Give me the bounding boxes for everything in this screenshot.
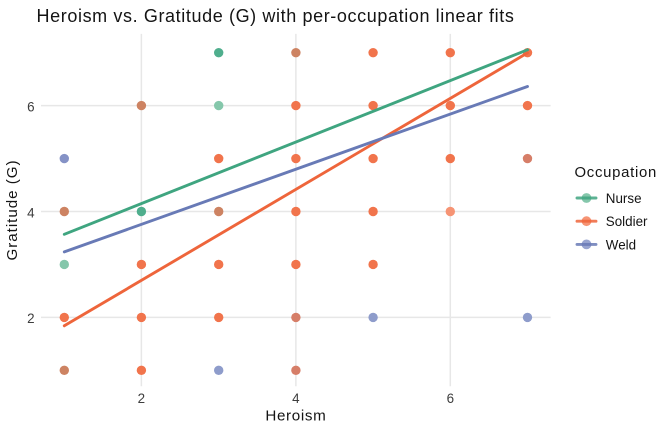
- svg-text:Weld: Weld: [606, 237, 636, 252]
- svg-text:Heroism: Heroism: [265, 408, 326, 425]
- svg-text:Occupation: Occupation: [575, 165, 658, 181]
- svg-text:Heroism vs. Gratitude (G) with: Heroism vs. Gratitude (G) with per-occup…: [37, 6, 515, 26]
- svg-text:2: 2: [27, 311, 34, 326]
- svg-text:Gratitude (G): Gratitude (G): [4, 160, 21, 261]
- svg-text:2: 2: [138, 391, 145, 406]
- svg-text:Soldier: Soldier: [606, 214, 648, 229]
- svg-text:Nurse: Nurse: [606, 191, 642, 206]
- svg-text:6: 6: [27, 99, 34, 114]
- svg-text:6: 6: [447, 391, 454, 406]
- svg-text:4: 4: [292, 391, 300, 406]
- svg-text:4: 4: [27, 205, 35, 220]
